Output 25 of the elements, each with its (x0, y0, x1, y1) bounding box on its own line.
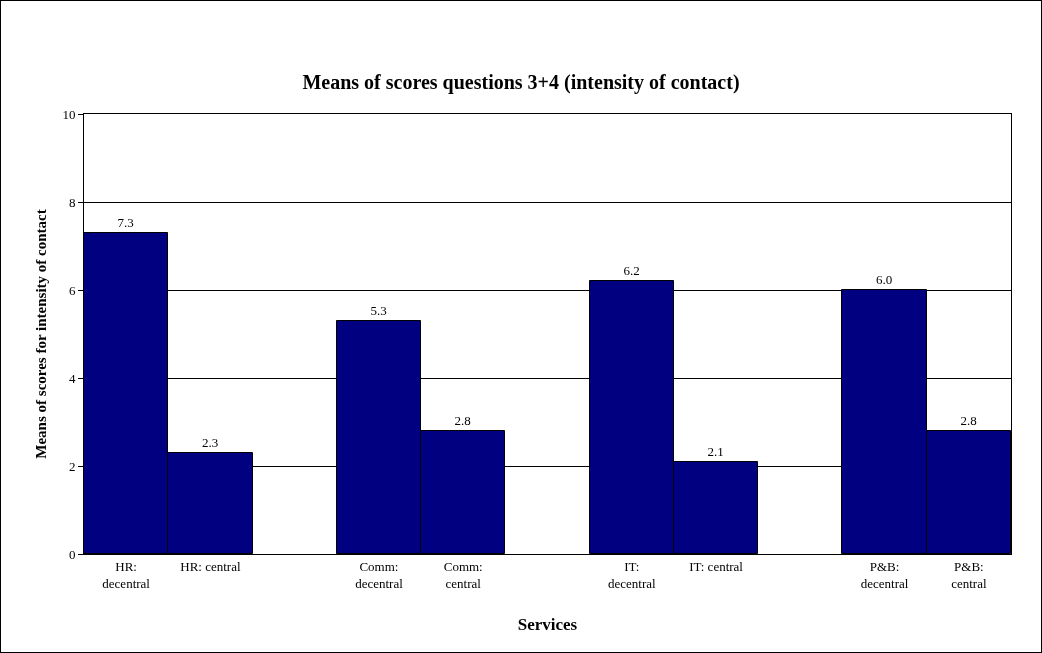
x-tick-label: HR: decentral (102, 558, 151, 591)
y-tick-label: 8 (68, 194, 76, 210)
data-label: 2.3 (201, 434, 219, 450)
data-label: 2.8 (960, 412, 977, 428)
x-tick-label: HR: central (180, 558, 241, 574)
data-label: 6.0 (875, 271, 893, 287)
y-axis-title: Means of scores for intensity of contact (32, 209, 49, 459)
data-label: 2.1 (707, 443, 724, 459)
x-tick-label: IT: decentral (607, 558, 656, 591)
y-tick-label: 4 (68, 370, 76, 386)
y-tick-label: 0 (68, 546, 76, 562)
data-label: 5.3 (370, 302, 387, 318)
x-tick-label: IT: central (689, 558, 744, 574)
y-tick-label: 6 (68, 282, 76, 298)
x-tick-label: P&B: decentral (860, 558, 909, 591)
chart-title: Means of scores questions 3+4 (intensity of contact) (302, 71, 740, 95)
x-tick-label: P&B: central (951, 558, 987, 591)
data-label: 6.2 (623, 262, 640, 278)
data-label: 2.8 (454, 412, 471, 428)
data-label: 7.3 (117, 214, 134, 230)
x-tick-label: Comm: central (443, 558, 483, 591)
y-tick-label: 10 (62, 106, 76, 122)
y-tick-label: 2 (68, 458, 76, 474)
x-tick-label: Comm: decentral (355, 558, 404, 591)
x-axis-title: Services (517, 614, 578, 634)
